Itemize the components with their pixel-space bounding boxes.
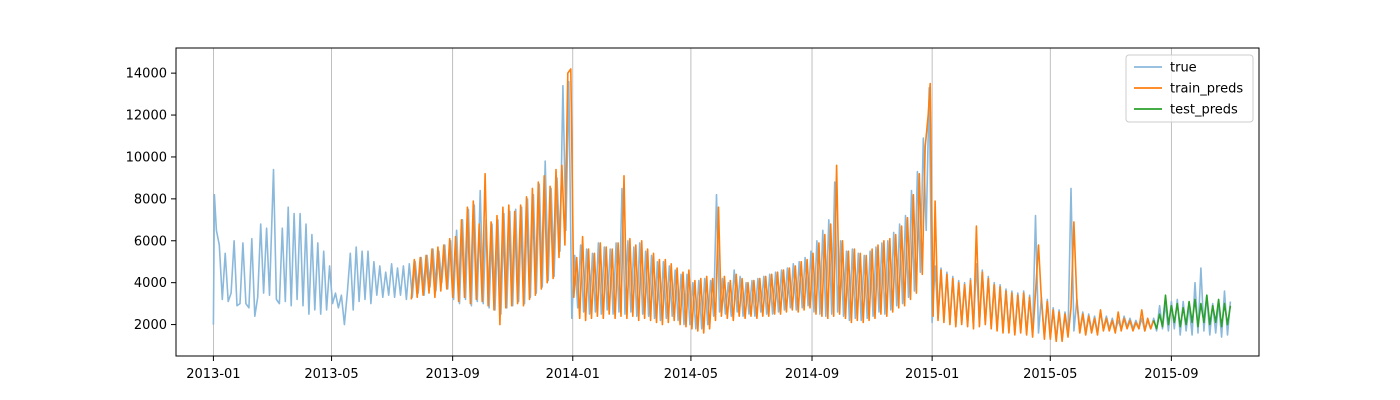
y-tick-label: 6000 — [134, 234, 167, 249]
plot-frame — [175, 47, 1260, 357]
y-tick-label: 2000 — [134, 318, 167, 333]
x-axis: 2013-01 2013-05 2013-09 2014-01 2014-05 2014-… — [186, 356, 1199, 382]
y-axis: 2000 4000 6000 8000 10000 12000 14000 — [126, 67, 176, 333]
x-tick-label: 2013-01 — [186, 367, 240, 382]
x-tick-label: 2014-01 — [546, 367, 600, 382]
series-lines — [212, 68, 1232, 343]
x-tick-label: 2015-01 — [905, 367, 959, 382]
y-tick-label: 10000 — [126, 150, 167, 165]
x-tick-label: 2013-09 — [425, 367, 479, 382]
legend: true train_preds test_preds — [1125, 54, 1254, 123]
series-line-train-preds — [410, 68, 1155, 343]
y-tick-label: 4000 — [134, 276, 167, 291]
legend-label-test-preds: test_preds — [1170, 103, 1238, 118]
legend-label-true: true — [1170, 61, 1197, 76]
x-tick-label: 2014-05 — [664, 367, 718, 382]
y-tick-label: 8000 — [134, 192, 167, 207]
legend-frame — [1125, 54, 1254, 123]
legend-label-train-preds: train_preds — [1170, 82, 1243, 97]
y-tick-label: 14000 — [126, 67, 167, 82]
x-tick-label: 2015-09 — [1144, 367, 1198, 382]
x-tick-label: 2015-05 — [1023, 367, 1077, 382]
series-line-test-preds — [1152, 294, 1232, 330]
y-tick-label: 12000 — [126, 109, 167, 124]
x-tick-label: 2014-09 — [785, 367, 839, 382]
x-tick-label: 2013-05 — [304, 367, 358, 382]
